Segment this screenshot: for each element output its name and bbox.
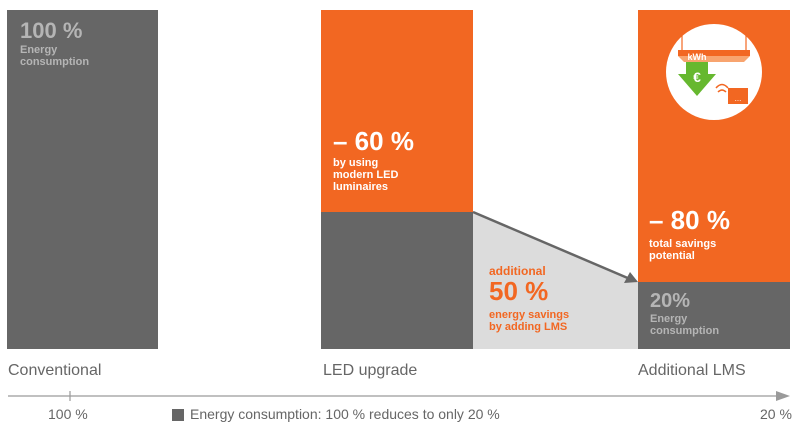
- conventional-desc-label: Energy consumption: [20, 44, 90, 68]
- icon-dots-text: ...: [735, 94, 742, 103]
- bar-lms-consumption: [638, 282, 790, 349]
- led-savings-value-label: – 60 %: [333, 126, 414, 156]
- lms-savings-value-label: – 80 %: [649, 205, 730, 235]
- consumption-axis: [8, 391, 790, 401]
- bar-led-consumption: [321, 212, 473, 349]
- category-label-conventional: Conventional: [8, 362, 102, 379]
- additional-savings-area: [473, 212, 638, 349]
- icon-euro-text: €: [693, 69, 701, 85]
- lms-consumption-desc-label: Energy consumption: [650, 313, 720, 337]
- savings-trend-arrow-head: [624, 272, 638, 283]
- conventional-value-label: 100 %: [20, 18, 83, 43]
- axis-caption: Energy consumption: 100 % reduces to onl…: [190, 406, 500, 422]
- lms-savings-desc-label: total savings potential: [649, 238, 717, 262]
- additional-prefix-label: additional: [489, 264, 546, 278]
- led-savings-desc-label: by using modern LED luminaires: [333, 157, 399, 193]
- savings-trend-arrow-line: [472, 210, 631, 281]
- axis-end-label: 20 %: [760, 406, 792, 422]
- category-label-led-upgrade: LED upgrade: [323, 362, 418, 379]
- axis-start-label: 100 %: [48, 406, 88, 422]
- luminaire-lms-icon: kWh € ...: [666, 24, 762, 120]
- bar-led-savings: [321, 10, 473, 212]
- additional-value-label: 50 %: [489, 276, 549, 306]
- lms-consumption-value-label: 20%: [650, 290, 691, 312]
- legend-swatch: [172, 409, 184, 421]
- additional-desc-label: energy savings by adding LMS: [489, 309, 570, 333]
- bar-conventional-consumption: [7, 10, 158, 349]
- category-label-additional-lms: Additional LMS: [638, 362, 746, 379]
- icon-kwh-text: kWh: [688, 52, 707, 62]
